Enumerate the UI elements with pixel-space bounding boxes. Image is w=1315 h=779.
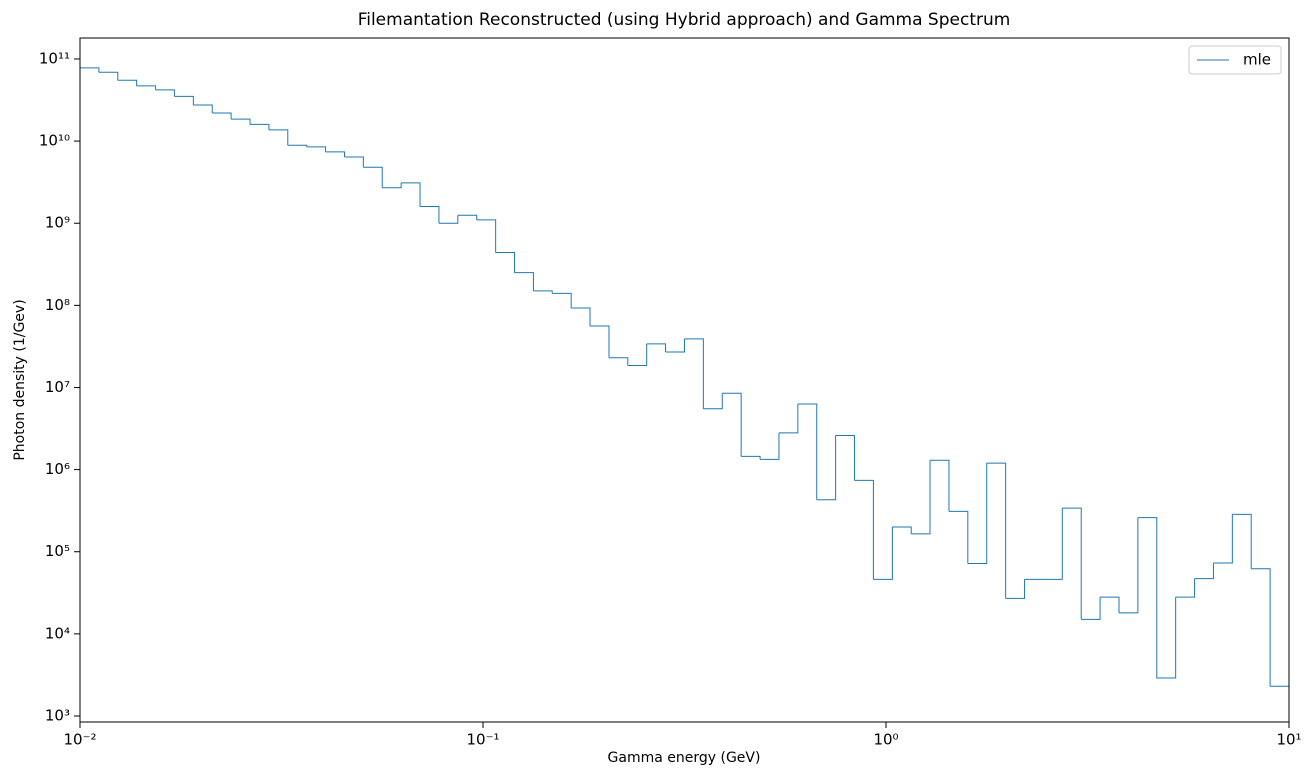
histogram-step	[174, 95, 194, 106]
y-tick-label: 10⁴	[45, 624, 70, 642]
histogram-step	[892, 526, 912, 534]
histogram-step	[1137, 517, 1158, 679]
histogram-step	[344, 156, 364, 168]
histogram-step	[797, 403, 818, 500]
y-tick-label: 10⁶	[45, 460, 70, 478]
histogram-step	[1043, 508, 1063, 580]
histogram-step	[986, 462, 1007, 599]
histogram-step	[722, 392, 742, 457]
histogram-step	[438, 215, 459, 224]
plot-area	[80, 67, 1289, 722]
histogram-step	[363, 166, 383, 188]
histogram-step	[1251, 568, 1271, 687]
histogram-step	[778, 403, 799, 434]
histogram-step	[684, 338, 704, 409]
histogram-step	[287, 144, 308, 147]
histogram-step	[665, 338, 685, 353]
histogram-step	[155, 89, 175, 97]
y-tick-label: 10⁸	[45, 296, 70, 314]
histogram-step	[457, 214, 478, 220]
y-tick-label: 10⁷	[45, 378, 70, 396]
legend-box	[1188, 45, 1282, 75]
y-tick-label: 10⁹	[45, 214, 70, 232]
histogram-step	[325, 151, 345, 158]
histogram-step	[98, 71, 119, 81]
x-axis-label: Gamma energy (GeV)	[608, 750, 761, 766]
histogram-step	[1156, 597, 1177, 679]
y-tick-label: 10¹⁰	[39, 132, 70, 150]
histogram-step	[250, 123, 270, 130]
histogram-step	[873, 527, 893, 580]
histogram-step	[552, 292, 572, 308]
histogram-step	[80, 67, 100, 722]
histogram-step	[590, 325, 610, 358]
histogram-step	[1194, 562, 1214, 580]
histogram-step	[306, 146, 327, 152]
histogram-step	[495, 252, 515, 273]
histogram-step	[571, 307, 591, 327]
histogram-step	[1270, 685, 1289, 722]
x-tick-label: 10⁰	[873, 731, 898, 749]
histogram-step	[382, 182, 402, 189]
histogram-step	[136, 85, 157, 90]
histogram-step	[967, 463, 988, 564]
histogram-step	[1062, 507, 1082, 620]
histogram-step	[420, 205, 440, 224]
y-tick-label: 10³	[45, 706, 70, 724]
y-tick-label: 10⁵	[45, 542, 70, 560]
histogram-step	[212, 112, 232, 120]
histogram-step	[854, 479, 874, 580]
histogram-step	[646, 343, 667, 353]
histogram-step	[930, 459, 950, 512]
histogram-step	[835, 435, 856, 481]
histogram-step	[1081, 597, 1101, 620]
y-tick-label: 10¹¹	[39, 49, 70, 67]
histogram-step	[1232, 513, 1252, 569]
histogram-step	[1100, 596, 1120, 613]
axes-frame	[79, 37, 1290, 723]
histogram-step	[1175, 578, 1196, 598]
x-tick-label: 10⁻²	[63, 731, 96, 749]
histogram-step	[608, 357, 629, 366]
histogram-step	[948, 510, 969, 564]
histogram-step	[193, 104, 213, 113]
histogram-step	[231, 118, 251, 125]
y-axis-label: Photon density (1/Gev)	[12, 299, 28, 460]
histogram-step	[514, 272, 534, 291]
histogram-step	[627, 343, 648, 367]
histogram-step	[1119, 517, 1139, 614]
histogram-step	[911, 460, 931, 535]
histogram-step	[816, 435, 837, 501]
histogram-step	[1213, 514, 1233, 564]
x-tick-label: 10⁻¹	[466, 731, 499, 749]
histogram-step	[533, 290, 553, 294]
chart-title: Filemantation Reconstructed (using Hybri…	[358, 10, 1011, 30]
histogram-step	[760, 432, 780, 460]
histogram-step	[1005, 579, 1026, 599]
legend-label: mle	[1243, 51, 1271, 69]
histogram-step	[401, 182, 421, 207]
histogram-step	[268, 129, 289, 146]
histogram-step	[476, 219, 497, 253]
x-tick-label: 10¹	[1276, 731, 1301, 749]
histogram-step	[117, 79, 138, 86]
histogram-step	[741, 455, 761, 460]
histogram-step	[703, 393, 723, 410]
